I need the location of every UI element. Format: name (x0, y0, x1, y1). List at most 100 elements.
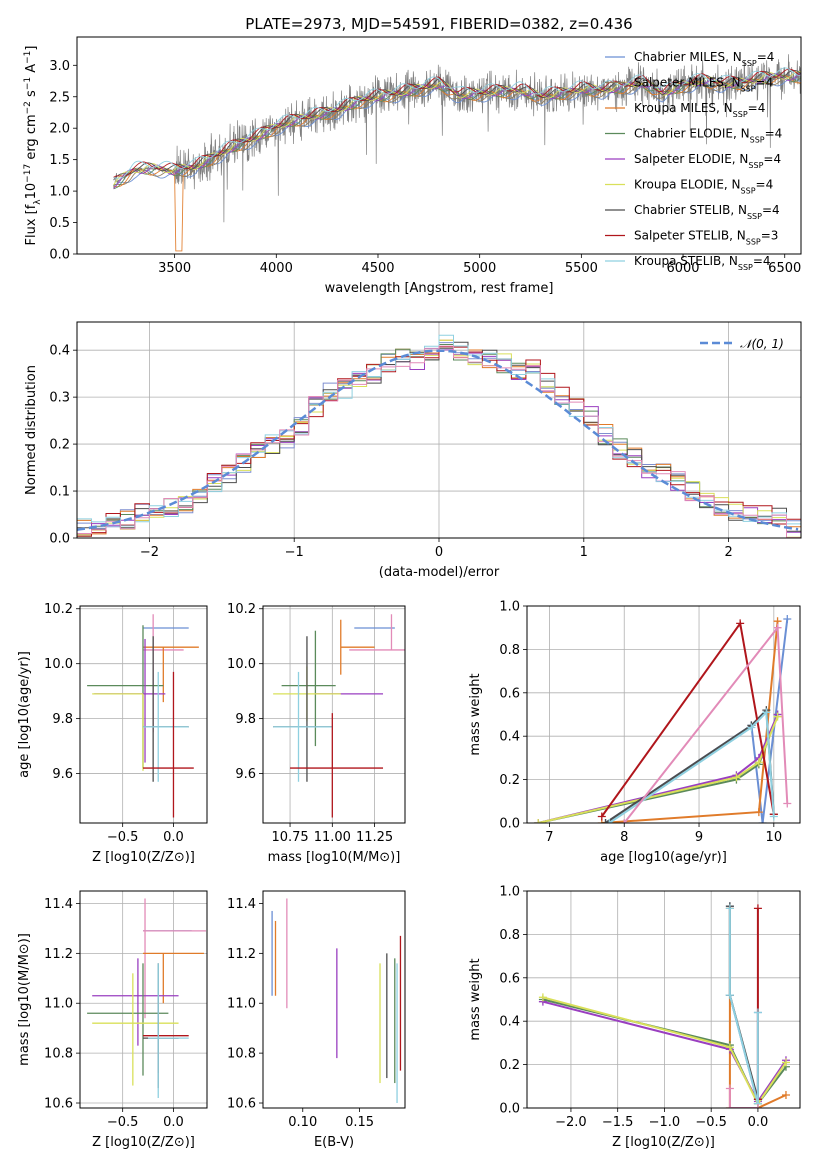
y-tick-label: 0.4 (499, 730, 520, 745)
weight-marker (605, 819, 614, 823)
x-tick-label: 6500 (768, 261, 801, 276)
y-tick-label: 9.6 (52, 767, 73, 782)
y-tick-label: 10.8 (44, 1047, 73, 1062)
legend-label: Chabrier MILES, NSSP=4 (634, 50, 774, 68)
legend-label: Salpeter STELIB, NSSP=3 (634, 229, 778, 247)
y-tick-label: 11.2 (44, 947, 73, 962)
normal-curve (77, 349, 799, 532)
x-tick-label: 0.0 (163, 830, 184, 845)
model-line-8 (113, 68, 801, 178)
weight-line-6 (728, 906, 759, 1100)
y-tick-label: 0.4 (499, 1015, 520, 1030)
plot-area (87, 898, 206, 1099)
y-tick-label: 0.3 (49, 391, 70, 406)
panel-age_vs_mass: 10.75 11.00 11.25 9.6 9.8 10.0 10.2 mass [log10… (227, 602, 406, 865)
y-tick-label: 0.2 (49, 438, 70, 453)
x-axis-label: Z [log10(Z/Z⊙)] (92, 850, 195, 865)
weight-line-8 (608, 710, 775, 823)
histogram-9 (77, 345, 801, 538)
x-axis-label: E(B-V) (314, 1135, 354, 1150)
x-tick-label: −0.5 (107, 1115, 139, 1130)
weight-marker (762, 708, 771, 717)
weight-marker (754, 808, 763, 817)
plot-area (271, 898, 402, 1104)
plot-area (534, 615, 792, 823)
axes-frame (526, 605, 801, 824)
y-tick-label: 10.8 (227, 1047, 256, 1062)
y-tick-label: 9.6 (235, 767, 256, 782)
plot-area (273, 614, 405, 818)
weight-line-8 (728, 908, 759, 1104)
weight-marker (758, 819, 767, 823)
y-tick-label: 10.6 (44, 1097, 73, 1112)
weight-marker (783, 615, 792, 624)
y-tick-label: 0.8 (499, 928, 520, 943)
x-tick-label: 0.15 (345, 1115, 374, 1130)
weight-marker (781, 1058, 790, 1067)
y-tick-label: 0.8 (499, 643, 520, 658)
y-tick-label: 2.0 (49, 122, 70, 137)
panel-weight_vs_Z: −2.0 −1.5 −1.0 −0.5 0.0 0.0 0.2 0.4 0.6 0.8 1.0 Z [… (468, 885, 801, 1150)
y-tick-label: 10.6 (227, 1097, 256, 1112)
x-tick-label: −1.5 (602, 1115, 634, 1130)
weight-marker (534, 819, 543, 823)
x-tick-label: 10.75 (271, 830, 308, 845)
weight-marker (753, 1104, 762, 1108)
y-tick-label: 0.1 (49, 485, 70, 500)
weight-marker (597, 812, 606, 821)
y-axis-label: age [log10(age/yr)] (17, 651, 32, 778)
y-axis-label: Flux [fλ10−17 erg cm−2 s−1 A−1] (23, 46, 43, 246)
y-axis-label: mass weight (468, 673, 483, 755)
y-tick-label: 11.4 (44, 897, 73, 912)
x-tick-label: −2.0 (555, 1115, 587, 1130)
x-tick-label: 4000 (260, 261, 293, 276)
panel-mass_vs_ebv: 0.10 0.15 10.6 10.8 11.0 11.2 11.4 E(B-V) (227, 890, 406, 1150)
y-tick-label: 1.0 (499, 885, 520, 900)
weight-marker (725, 991, 734, 1000)
weight-marker (753, 1008, 762, 1017)
plot-area (113, 54, 801, 252)
y-tick-label: 11.0 (227, 997, 256, 1012)
plot-area (538, 902, 790, 1108)
weight-marker (773, 712, 782, 721)
legend-label: Salpeter MILES, NSSP=4 (634, 76, 773, 94)
weight-marker (753, 904, 762, 913)
x-tick-label: 5000 (463, 261, 496, 276)
model-line-5 (113, 73, 801, 189)
y-tick-label: 0.0 (49, 532, 70, 547)
model-line-7 (113, 69, 801, 181)
legend-label: Salpeter ELODIE, NSSP=4 (634, 152, 781, 170)
weight-line-9 (728, 1088, 758, 1108)
weight-marker (725, 1084, 734, 1093)
x-tick-label: 9 (695, 830, 703, 845)
y-tick-label: 0.2 (499, 773, 520, 788)
y-tick-label: 3.0 (49, 59, 70, 74)
weight-marker (769, 812, 778, 821)
x-tick-label: −1 (285, 545, 304, 560)
model-line-9 (113, 67, 801, 179)
weight-line-5 (542, 996, 787, 1106)
axes-frame (262, 605, 406, 824)
y-tick-label: 1.5 (49, 153, 70, 168)
y-tick-label: 0.0 (49, 248, 70, 263)
panel-residuals: −2 −1 0 1 2 0.0 0.1 0.2 0.3 0.4 (data-model)/error… (24, 321, 802, 580)
y-tick-label: 11.0 (44, 997, 73, 1012)
y-tick-label: 9.8 (52, 712, 73, 727)
weight-marker (736, 619, 745, 628)
plot-area (77, 334, 801, 538)
x-tick-label: 5500 (565, 261, 598, 276)
x-tick-label: 3500 (158, 261, 191, 276)
y-tick-label: 0.0 (499, 1102, 520, 1117)
x-tick-label: 0.10 (288, 1115, 317, 1130)
y-axis-label: Normed distribution (24, 365, 39, 495)
weight-marker (725, 1043, 734, 1052)
histogram-8 (77, 334, 801, 527)
weight-marker (725, 1104, 734, 1108)
x-tick-label: 11.25 (356, 830, 393, 845)
axes-frame (76, 321, 802, 539)
x-tick-label: −0.5 (695, 1115, 727, 1130)
y-axis-label: mass [log10(M/M⊙)] (17, 933, 32, 1066)
legend-label: Kroupa ELODIE, NSSP=4 (634, 178, 773, 196)
axes-frame (526, 890, 801, 1109)
